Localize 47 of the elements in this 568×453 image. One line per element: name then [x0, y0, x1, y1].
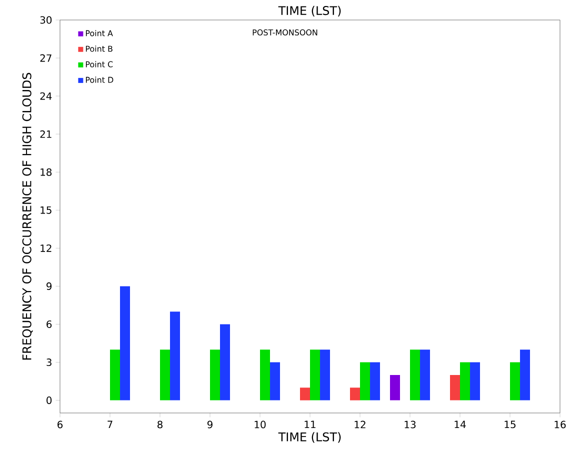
- bar: [170, 312, 180, 400]
- bar: [420, 350, 430, 400]
- bar: [350, 388, 360, 400]
- chart-title: TIME (LST): [278, 6, 341, 16]
- bar: [270, 362, 280, 400]
- y-tick-label: 9: [46, 282, 52, 290]
- bar: [360, 362, 370, 400]
- x-axis-title: TIME (LST): [278, 432, 341, 443]
- bar: [390, 374, 400, 400]
- x-tick-label: 11: [304, 420, 316, 428]
- y-tick-label: 15: [40, 206, 52, 214]
- x-tick-label: 12: [354, 420, 366, 428]
- x-tick-label: 14: [454, 420, 466, 428]
- bar: [370, 362, 380, 400]
- y-tick-label: 18: [40, 168, 52, 176]
- x-tick-label: 10: [254, 420, 266, 428]
- bar: [510, 362, 520, 400]
- x-tick-label: 15: [504, 420, 516, 428]
- x-tick-label: 9: [207, 420, 212, 428]
- x-tick-label: 13: [404, 420, 416, 428]
- y-tick-label: 12: [40, 244, 52, 252]
- bar: [160, 350, 170, 400]
- x-tick-label: 16: [554, 420, 566, 428]
- y-tick-label: 21: [40, 130, 52, 138]
- bar: [410, 350, 420, 400]
- bar: [520, 350, 530, 400]
- y-tick-label: 3: [46, 358, 52, 366]
- y-tick-label: 30: [40, 16, 52, 24]
- bar: [120, 286, 130, 400]
- bar: [320, 350, 330, 400]
- y-tick-label: 6: [46, 320, 52, 328]
- bar: [470, 362, 480, 400]
- bar: [220, 324, 230, 400]
- y-axis-title: FREQUENCY OF OCCURRENCE OF HIGH CLOUDS: [22, 72, 33, 360]
- bar: [260, 350, 270, 400]
- bar: [460, 362, 470, 400]
- x-tick-label: 7: [108, 420, 112, 428]
- bar: [450, 374, 460, 400]
- x-tick-label: 8: [158, 420, 162, 428]
- bar: [110, 350, 120, 400]
- bar: [310, 350, 320, 400]
- y-tick-label: 27: [40, 54, 52, 62]
- y-tick-label: 0: [46, 396, 52, 404]
- bar: [300, 388, 310, 400]
- x-tick-label: 6: [58, 420, 63, 428]
- y-tick-label: 24: [40, 92, 52, 100]
- bar: [210, 350, 220, 400]
